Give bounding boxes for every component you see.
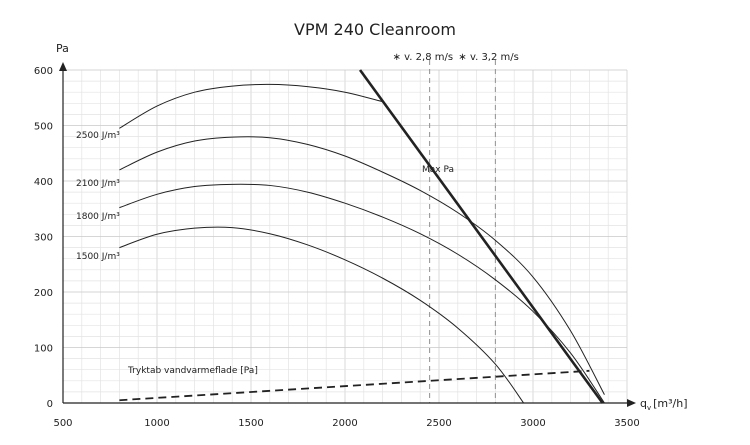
y-tick-label: 100: [34, 344, 53, 355]
x-tick-label: 2000: [332, 418, 357, 429]
curves: [119, 69, 605, 404]
y-tick-label: 300: [34, 233, 53, 244]
series-label-6: Tryktab vandvarmeflade [Pa]: [127, 366, 258, 376]
y-tick-label: 200: [34, 288, 53, 299]
series-label-5: Max Pa: [422, 165, 454, 175]
x-axis-label: qv [m³/h]: [640, 397, 688, 412]
y-tick-label: 0: [47, 399, 53, 410]
reference-line-label-1: ∗ v. 2,8 m/s: [393, 52, 453, 63]
series-labels: 2500 J/m³ 2100 J/m³ 1800 J/m³ 1500 J/m³ Max …: [76, 131, 454, 376]
grid: [62, 69, 628, 404]
x-tick-label: 3000: [520, 418, 545, 429]
x-axis-label-symbol: q: [640, 397, 647, 410]
series-label-2: 2100 J/m³: [76, 179, 120, 189]
x-tick-label: 1000: [144, 418, 169, 429]
series-line-4: [119, 226, 525, 404]
tick-labels: 500 1000 1500 2000 2500 3000 3500 0 100 200 300 400…: [34, 66, 640, 429]
series-label-1: 2500 J/m³: [76, 131, 120, 141]
series-line-1: [119, 83, 383, 129]
axes: [59, 62, 636, 407]
x-axis-label-subscript: v: [647, 404, 651, 412]
x-tick-label: 3500: [614, 418, 639, 429]
series-label-4: 1500 J/m³: [76, 252, 120, 262]
y-axis-label: Pa: [56, 42, 69, 55]
series-line-6: [119, 369, 590, 402]
x-tick-label: 500: [53, 418, 72, 429]
x-tick-label: 1500: [238, 418, 263, 429]
x-axis-label-unit: [m³/h]: [653, 397, 687, 410]
series-line-2: [119, 136, 605, 395]
y-tick-label: 400: [34, 177, 53, 188]
reference-line-label-2: ∗ v. 3,2 m/s: [458, 52, 518, 63]
y-tick-label: 600: [34, 66, 53, 77]
reference-lines: ∗ v. 2,8 m/s ∗ v. 3,2 m/s: [393, 52, 519, 403]
series-line-5: [358, 69, 604, 404]
y-tick-label: 500: [34, 122, 53, 133]
series-line-3: [119, 183, 605, 404]
chart-title: VPM 240 Cleanroom: [294, 20, 456, 39]
x-tick-label: 2500: [426, 418, 451, 429]
y-axis-arrow: [59, 62, 67, 71]
series-label-3: 1800 J/m³: [76, 212, 120, 222]
x-axis-arrow: [627, 399, 636, 407]
